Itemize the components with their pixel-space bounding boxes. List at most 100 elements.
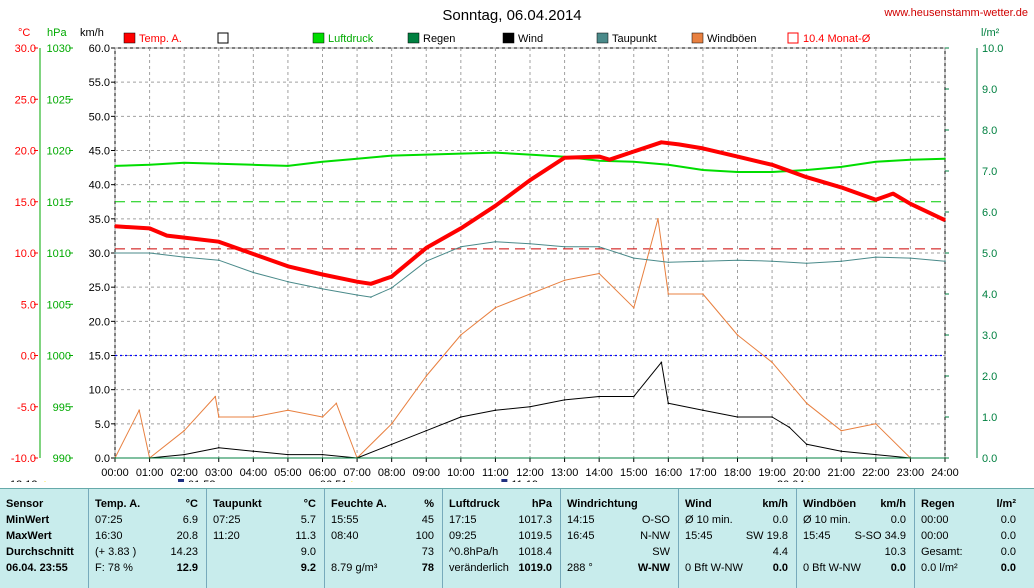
cell-label: 0.0 l/m² [921,562,958,574]
series-point-temp-a [390,275,393,278]
series-point-wind [425,429,428,432]
rain-axis-tick: 1.0 [982,412,997,424]
time-markers: 13:13 01:58 06:51 11:19 20:04 [10,479,810,482]
cell-label: 14:15 [567,514,595,526]
legend-label: 10.4 Monat-Ø [803,33,871,45]
series-point-wind [390,443,393,446]
series-point-temp-a [563,156,566,159]
pressure-axis-tick: 990 [53,453,71,465]
cell-label: Gesamt: [921,546,963,558]
x-tick-label: 07:00 [343,467,371,479]
unit-celsius: °C [18,27,30,39]
series-point-temp-a [183,236,185,239]
col-pressure: Luftdruck hPa 17:15 1017.3 09:25 1019.5 ^0.8hP… [442,489,560,588]
series-point-windböen [252,416,255,418]
wind-axis-tick: 45.0 [89,146,110,158]
x-tick-label: 17:00 [689,467,717,479]
legend-swatch [596,32,609,44]
rain-axis-tick: 4.0 [982,289,997,301]
series-point-temp-a [529,179,531,182]
x-tick-label: 20:00 [793,467,821,479]
col-unit: km/h [762,498,788,510]
cell-value: 20.8 [176,530,198,542]
wind-axis-tick: 10.0 [89,385,110,397]
cell-value: 1018.4 [518,546,552,558]
series-point-temp-a [598,155,600,158]
cell-label: 15:45 [685,530,713,542]
series-point-luftdruck [252,164,255,166]
series-point-taupunkt [875,256,877,258]
col-unit: l/m² [996,498,1016,510]
unit-kmh: km/h [80,27,104,39]
temp-axis-tick: 10.0 [15,248,36,260]
series-point-luftdruck [702,169,704,171]
rain-axis-tick: 10.0 [982,43,1003,55]
series-point-temp-a [771,164,773,166]
series-point-windböen [702,293,704,295]
series-point-temp-a [702,147,704,150]
series-point-wind [563,399,566,401]
time-marker-label: 20:04 [777,479,805,482]
series-point-wind [771,416,773,418]
col-wind-direction: Windrichtung 14:15 O-SO 16:45 N-NW SW 288 ° W-N… [560,489,678,588]
series-line-taupunkt [115,241,946,298]
x-tick-label: 15:00 [620,467,648,479]
rain-axis-tick: 6.0 [982,207,997,219]
series-point-wind [875,453,877,456]
cell-value: SW 19.8 [745,530,788,542]
col-unit: hPa [531,498,552,510]
series-point-windböen [460,334,462,336]
pressure-axis-tick: 1030 [47,43,71,55]
legend-label: Temp. A. [139,33,182,45]
cell-label: 0 Bft W-NW [685,562,743,574]
series-point-taupunkt [702,260,704,263]
series-point-windböen [183,429,185,432]
website-link[interactable]: www.heusenstamm-wetter.de [883,7,1028,19]
x-tick-label: 02:00 [170,467,198,479]
x-tick-label: 03:00 [205,467,233,479]
col-header: Luftdruck [449,498,500,510]
series-point-temp-a [166,234,168,237]
series-point-luftdruck [598,159,600,162]
series-point-windböen [667,293,670,295]
series-point-windböen [840,429,843,432]
x-tick-label: 00:00 [101,467,129,479]
series-point-windböen [138,409,141,411]
series-point-wind [252,450,255,452]
cell-value: 0.0 [890,562,906,574]
chart-legend: Temp. A. Luftdruck Regen Wind Taupunkt Windbö… [123,32,871,45]
cell-value: 14.23 [170,546,198,558]
series-point-wind [805,443,808,446]
unit-hpa: hPa [47,27,67,39]
cell-value: 0.0 [1000,562,1016,574]
series-point-windböen [875,423,877,425]
cell-label: 15:45 [803,530,831,542]
cell-label: veränderlich [449,562,509,574]
series-point-taupunkt [370,296,372,298]
cell-value: 0.0 [1000,530,1016,542]
series-point-temp-a [677,143,680,146]
series-point-windböen [657,218,659,220]
wind-axis-tick: 40.0 [89,180,110,192]
rain-axis-tick: 2.0 [982,371,997,383]
row-label-current: 06.04. 23:55 [6,562,68,574]
series-point-luftdruck [736,171,739,173]
series-point-temp-a [217,240,220,243]
cell-value: 1017.3 [518,514,552,526]
series-point-temp-a [114,225,116,228]
series-point-taupunkt [909,257,912,259]
cell-value: 0.0 [772,562,788,574]
x-tick-label: 10:00 [447,467,475,479]
series-point-taupunkt [287,280,289,283]
moon-icon-box [501,479,508,482]
series-point-luftdruck [356,157,358,160]
series-point-temp-a [944,219,946,221]
cell-value: 100 [415,530,434,542]
series-point-windböen [805,402,808,405]
series-point-luftdruck [460,152,462,155]
series-point-wind [183,453,185,456]
series-point-taupunkt [805,262,808,265]
time-marker-label: 13:13 [10,479,38,482]
series-point-temp-a [660,141,663,144]
legend-swatch [407,32,420,44]
